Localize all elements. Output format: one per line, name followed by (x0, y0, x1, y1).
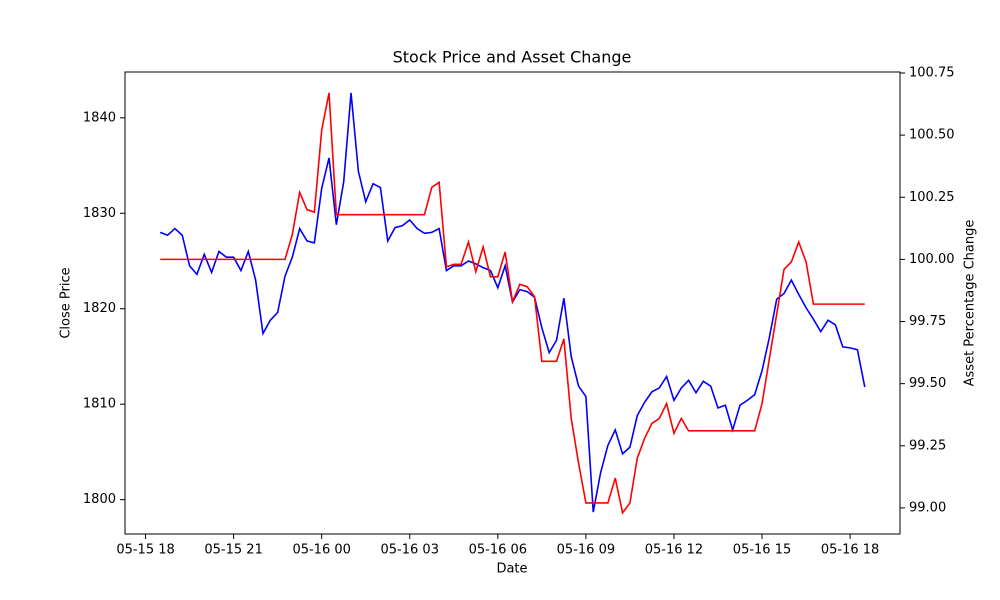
y2-tick-label: 99.25 (909, 438, 946, 453)
y2-tick-label: 99.75 (909, 314, 946, 329)
chart-title: Stock Price and Asset Change (393, 48, 632, 67)
x-tick-label: 05-16 12 (645, 543, 703, 558)
y-tick-label: 1830 (83, 206, 116, 221)
y-tick-label: 1800 (83, 492, 116, 507)
y-tick-label: 1840 (83, 110, 116, 125)
y2-tick-label: 99.00 (909, 500, 946, 515)
y2-axis-label: Asset Percentage Change (963, 220, 978, 387)
y2-tick-label: 100.50 (909, 128, 955, 143)
x-tick-label: 05-16 00 (292, 543, 350, 558)
plot-frame (124, 71, 901, 535)
y2-tick-label: 100.25 (909, 190, 955, 205)
x-tick-label: 05-16 09 (557, 543, 615, 558)
y-tick-label: 1820 (83, 301, 116, 316)
x-tick-label: 05-16 18 (821, 543, 879, 558)
x-axis-label: Date (496, 562, 527, 577)
y-tick-label: 1810 (83, 397, 116, 412)
x-tick-label: 05-16 06 (469, 543, 527, 558)
y2-tick-label: 100.75 (909, 65, 955, 80)
x-tick-label: 05-16 03 (381, 543, 439, 558)
y2-tick-label: 100.00 (909, 252, 955, 267)
y-axis-label: Close Price (59, 267, 74, 338)
x-tick-label: 05-15 18 (116, 543, 174, 558)
data-line (160, 92, 865, 515)
y2-tick-label: 99.50 (909, 376, 946, 391)
x-tick-label: 05-16 15 (733, 543, 791, 558)
x-tick-label: 05-15 21 (204, 543, 262, 558)
